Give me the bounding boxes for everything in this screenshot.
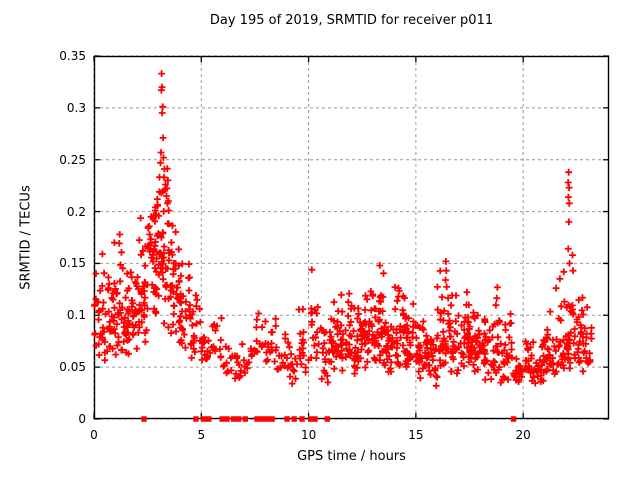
- scatter-points: [91, 70, 595, 390]
- y-tick-label: 0.05: [59, 360, 86, 375]
- plot-area: [91, 55, 610, 422]
- scatter-plot-canvas: [91, 55, 610, 422]
- x-tick-label: 20: [515, 428, 531, 442]
- x-tick-label: 15: [408, 428, 424, 442]
- x-axis-label: GPS time / hours: [297, 449, 406, 464]
- x-tick-label: 0: [90, 428, 98, 442]
- y-tick-label: 0.3: [66, 100, 86, 115]
- grid-lines: [93, 55, 609, 420]
- y-tick-label: 0.35: [59, 49, 86, 63]
- zero-value-markers: [141, 416, 517, 422]
- y-tick-label: 0.15: [59, 256, 86, 271]
- y-tick-label: 0.2: [66, 204, 86, 219]
- plot-border: [93, 55, 610, 420]
- axis-tick-marks: [93, 55, 609, 420]
- x-tick-label: 5: [197, 428, 206, 442]
- y-tick-label: 0.1: [66, 308, 86, 323]
- chart-title: Day 195 of 2019, SRMTID for receiver p01…: [209, 13, 494, 28]
- x-tick-label: 10: [300, 428, 317, 442]
- y-tick-label: 0.25: [59, 152, 86, 167]
- y-tick-label: 0: [78, 412, 86, 426]
